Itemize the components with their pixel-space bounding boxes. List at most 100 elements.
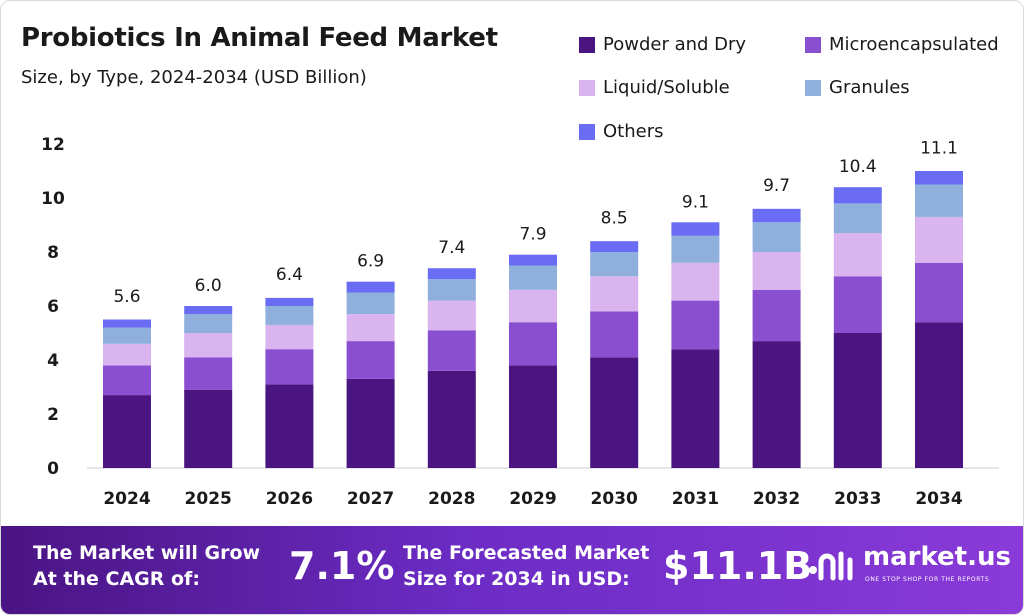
bar-segment-others-2032 — [752, 208, 801, 223]
brand-tagline: ONE STOP SHOP FOR THE REPORTS — [865, 576, 990, 583]
bar-segment-liquid-soluble-2033 — [833, 233, 882, 277]
x-tick-label-2027: 2027 — [347, 489, 394, 509]
bar-segment-granules-2029 — [509, 265, 557, 290]
bar-segment-others-2033 — [833, 187, 882, 204]
page-title: Probiotics In Animal Feed Market — [21, 23, 498, 53]
legend-swatch — [805, 79, 821, 96]
bar-segment-others-2034 — [915, 171, 963, 185]
legend-item-powder-and-dry: Powder and Dry — [579, 34, 746, 55]
x-tick-label-2033: 2033 — [834, 489, 881, 509]
forecast-caption-line2: Size for 2034 in USD: — [403, 568, 630, 590]
bar-segment-microencapsulated-2031 — [671, 300, 720, 350]
bar-segment-granules-2024 — [103, 327, 151, 344]
bar-segment-microencapsulated-2029 — [509, 322, 557, 366]
y-tick-label: 8 — [47, 243, 59, 263]
market-us-logo-icon — [809, 551, 853, 581]
bar-segment-powder-and-dry-2031 — [671, 349, 720, 468]
legend-label: Liquid/Soluble — [603, 77, 730, 98]
bar-segment-microencapsulated-2027 — [346, 341, 395, 379]
bar-segment-liquid-soluble-2031 — [671, 262, 720, 301]
y-tick-label: 2 — [47, 405, 59, 425]
bar-segment-powder-and-dry-2026 — [265, 384, 314, 468]
legend-swatch — [579, 79, 595, 96]
bar-segment-liquid-soluble-2024 — [103, 343, 151, 366]
bar-segment-liquid-soluble-2030 — [590, 276, 639, 312]
bar-segment-powder-and-dry-2032 — [752, 341, 801, 468]
bar-segment-granules-2031 — [671, 235, 720, 263]
legend-swatch — [805, 36, 821, 53]
bar-segment-granules-2030 — [590, 252, 639, 277]
bar-segment-granules-2034 — [915, 184, 963, 217]
bar-segment-liquid-soluble-2032 — [752, 252, 801, 290]
x-tick-label-2029: 2029 — [509, 489, 556, 509]
total-label-2027: 6.9 — [357, 252, 384, 272]
total-label-2026: 6.4 — [276, 265, 303, 285]
summary-banner: The Market will Grow At the CAGR of: 7.1… — [1, 526, 1023, 614]
bar-segment-microencapsulated-2026 — [265, 349, 314, 385]
x-tick-label-2032: 2032 — [753, 489, 800, 509]
bar-segment-liquid-soluble-2026 — [265, 324, 314, 350]
stacked-bar-chart: 0 2 4 6 8 10 12 5.6 6.0 6.4 6.9 7.4 7.9 8.5 9.1 9.7 10.… — [41, 135, 999, 509]
bar-segment-powder-and-dry-2024 — [103, 395, 151, 468]
bar-segment-microencapsulated-2024 — [103, 365, 151, 396]
bar-segment-liquid-soluble-2028 — [427, 300, 476, 331]
legend-label: Powder and Dry — [603, 34, 747, 55]
x-tick-label-2034: 2034 — [915, 489, 962, 509]
bar-segment-microencapsulated-2028 — [427, 330, 476, 371]
bar-segment-microencapsulated-2034 — [915, 262, 963, 323]
cagr-caption-line1: The Market will Grow — [33, 542, 261, 564]
y-tick-label: 0 — [47, 459, 59, 479]
bar-segment-others-2029 — [509, 254, 557, 266]
total-label-2025: 6.0 — [195, 276, 222, 296]
bar-segment-microencapsulated-2032 — [752, 289, 801, 342]
bar-segment-powder-and-dry-2034 — [915, 322, 963, 468]
cagr-caption-line2: At the CAGR of: — [33, 568, 200, 590]
x-tick-label-2025: 2025 — [185, 489, 232, 509]
bar-segment-powder-and-dry-2030 — [590, 357, 639, 468]
x-tick-label-2024: 2024 — [103, 489, 150, 509]
bar-segment-liquid-soluble-2034 — [915, 216, 963, 263]
legend-label: Microencapsulated — [829, 34, 999, 55]
bar-segment-granules-2025 — [184, 314, 233, 333]
bar-segment-powder-and-dry-2028 — [427, 370, 476, 468]
bar-segment-powder-and-dry-2029 — [509, 365, 557, 468]
bar-segment-granules-2028 — [427, 279, 476, 301]
bar-segment-powder-and-dry-2033 — [833, 333, 882, 468]
bar-segment-granules-2027 — [346, 292, 395, 315]
legend-swatch — [579, 36, 595, 53]
total-label-2033: 10.4 — [839, 157, 877, 177]
bar-segment-microencapsulated-2033 — [833, 276, 882, 333]
bar-segment-powder-and-dry-2025 — [184, 389, 233, 468]
y-axis-ticks: 0 2 4 6 8 10 12 — [41, 135, 65, 479]
x-tick-label-2031: 2031 — [672, 489, 719, 509]
total-label-2030: 8.5 — [601, 209, 628, 229]
total-labels: 5.6 6.0 6.4 6.9 7.4 7.9 8.5 9.1 9.7 10.4 11.1 — [113, 138, 957, 306]
bars — [103, 171, 963, 468]
legend-item-granules: Granules — [805, 77, 910, 98]
bar-segment-granules-2026 — [265, 306, 314, 325]
bar-segment-liquid-soluble-2029 — [509, 289, 557, 323]
y-tick-label: 6 — [47, 297, 59, 317]
x-tick-label-2030: 2030 — [591, 489, 638, 509]
bar-segment-powder-and-dry-2027 — [346, 378, 395, 468]
total-label-2031: 9.1 — [682, 192, 709, 212]
x-tick-label-2026: 2026 — [266, 489, 313, 509]
page-subtitle: Size, by Type, 2024-2034 (USD Billion) — [21, 67, 367, 88]
brand-name: market.us — [863, 542, 1011, 572]
bar-segment-microencapsulated-2025 — [184, 357, 233, 390]
bar-segment-others-2031 — [671, 222, 720, 236]
bar-segment-liquid-soluble-2027 — [346, 314, 395, 342]
bar-segment-others-2030 — [590, 241, 639, 252]
y-tick-label: 12 — [41, 135, 65, 155]
bar-segment-microencapsulated-2030 — [590, 311, 639, 358]
legend-label: Granules — [829, 77, 910, 98]
total-label-2034: 11.1 — [920, 138, 958, 158]
total-label-2032: 9.7 — [763, 176, 790, 196]
bar-segment-others-2028 — [427, 268, 476, 279]
x-tick-label-2028: 2028 — [428, 489, 475, 509]
bar-segment-granules-2033 — [833, 203, 882, 234]
legend-item-microencapsulated: Microencapsulated — [805, 34, 999, 55]
total-label-2028: 7.4 — [438, 238, 465, 258]
legend-item-liquid-soluble: Liquid/Soluble — [579, 77, 730, 98]
